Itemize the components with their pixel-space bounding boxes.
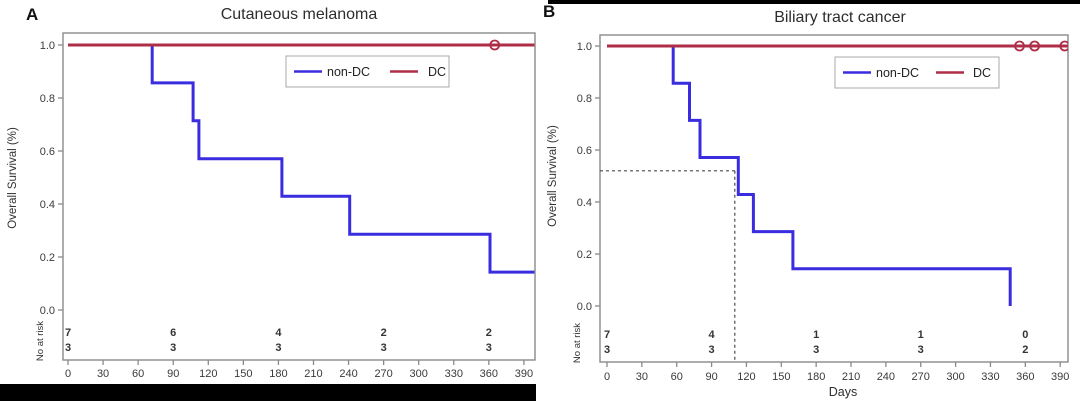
pa-risk-count-non-dc: 2	[486, 327, 492, 339]
pb-xtick-label: 210	[842, 371, 860, 383]
pb-ytick-label: 0.0	[577, 301, 592, 313]
panel-b-legend: non-DC DC	[834, 56, 1000, 89]
pa-xtick-label: 120	[199, 368, 217, 380]
panel-a-title: Cutaneous melanoma	[221, 6, 378, 23]
pb-ytick-label: 0.8	[577, 93, 592, 105]
legend-label-non-dc: non-DC	[876, 66, 919, 80]
pa-ytick-label: 0.2	[40, 252, 55, 264]
panel-a-label: A	[26, 5, 38, 24]
pb-ytick-label: 0.2	[577, 249, 592, 261]
pb-risk-count-dc: 3	[709, 344, 715, 356]
pb-risk-count-non-dc: 0	[1022, 329, 1028, 341]
panel-b-label: B	[543, 2, 555, 21]
pb-ytick-label: 0.4	[577, 197, 592, 209]
pa-xtick-label: 240	[339, 368, 357, 380]
pa-ytick-label: 0.4	[40, 199, 55, 211]
pb-xtick-label: 30	[636, 371, 648, 383]
pb-xtick-label: 300	[946, 371, 964, 383]
pa-xtick-label: 150	[234, 368, 252, 380]
panel-a-legend: non-DC DC	[285, 55, 450, 88]
pa-xtick-label: 30	[97, 368, 109, 380]
panel-a-ylabel: Overall Survival (%)	[7, 127, 19, 229]
pb-xtick-label: 180	[807, 371, 825, 383]
pa-risk-count-non-dc: 7	[65, 327, 71, 339]
pb-ytick-label: 1.0	[577, 41, 592, 53]
pb-risk-count-dc: 3	[918, 344, 924, 356]
pa-risk-count-non-dc: 6	[170, 327, 176, 339]
pb-risk-count-non-dc: 1	[813, 329, 819, 341]
pa-risk-count-dc: 3	[65, 342, 71, 354]
panel-b: 0 30 60 90 120 150 180 210 240 270 300 330 360 3901.0…	[577, 34, 1069, 383]
pb-risk-count-dc: 3	[604, 344, 610, 356]
redaction-bar-top-right	[548, 0, 1080, 4]
pa-ytick-label: 1.0	[40, 40, 55, 52]
redaction-bar-bottom-left	[0, 384, 536, 401]
pa-xtick-label: 90	[167, 368, 179, 380]
pa-risk-count-non-dc: 2	[381, 327, 387, 339]
pa-xtick-label: 390	[515, 368, 533, 380]
pb-plot-frame	[599, 34, 1069, 363]
pa-risk-count-dc: 3	[170, 342, 176, 354]
pa-ytick-label: 0.8	[40, 93, 55, 105]
pb-xtick-label: 120	[737, 371, 755, 383]
pb-risk-count-non-dc: 1	[918, 329, 924, 341]
pa-xtick-label: 0	[65, 368, 71, 380]
pb-xtick-label: 390	[1051, 371, 1069, 383]
pb-risk-count-dc: 2	[1022, 344, 1028, 356]
panel-b-xlabel: Days	[829, 385, 857, 399]
pa-km-curve-non-dc	[68, 43, 535, 274]
pa-xtick-label: 270	[374, 368, 392, 380]
pa-xtick-label: 300	[410, 368, 428, 380]
legend-label-dc: DC	[428, 65, 446, 79]
pb-xtick-label: 60	[671, 371, 683, 383]
pa-xtick-label: 360	[480, 368, 498, 380]
panel-b-ylabel: Overall Survival (%)	[547, 125, 559, 227]
pa-xtick-label: 60	[132, 368, 144, 380]
pb-censor-mark-dc	[1059, 40, 1068, 52]
pb-risk-count-non-dc: 4	[709, 329, 716, 341]
pb-median-survival-line	[600, 170, 736, 362]
pb-xtick-label: 240	[877, 371, 895, 383]
pa-xtick-label: 210	[304, 368, 322, 380]
pb-ytick-label: 0.6	[577, 145, 592, 157]
pb-xtick-label: 270	[912, 371, 930, 383]
pa-ytick-label: 0.6	[40, 146, 55, 158]
panel-a: 0 30 60 90 120 150 180 210 240 270 300 330 360 390 1.0…	[40, 32, 536, 380]
pa-risk-count-non-dc: 4	[275, 327, 282, 339]
legend-label-non-dc: non-DC	[327, 65, 370, 79]
panel-a-risk-label: No at risk	[35, 321, 46, 361]
pa-risk-count-dc: 3	[275, 342, 281, 354]
pa-plot-frame	[62, 32, 536, 361]
pa-censor-mark-dc	[489, 39, 501, 51]
panel-b-risk-label: No at risk	[572, 323, 583, 363]
pa-xtick-label: 330	[445, 368, 463, 380]
pb-km-curve-non-dc	[607, 44, 1012, 306]
pa-xtick-label: 180	[269, 368, 287, 380]
pb-xtick-label: 330	[981, 371, 999, 383]
pa-risk-count-dc: 3	[381, 342, 387, 354]
pa-risk-count-dc: 3	[486, 342, 492, 354]
pb-censor-mark-dc	[1014, 40, 1025, 52]
pb-risk-count-dc: 3	[813, 344, 819, 356]
pb-xtick-label: 90	[705, 371, 717, 383]
panel-b-title: Biliary tract cancer	[774, 9, 906, 26]
legend-label-dc: DC	[973, 66, 991, 80]
pb-xtick-label: 150	[772, 371, 790, 383]
pb-censor-mark-dc	[1029, 40, 1040, 52]
pb-xtick-label: 360	[1016, 371, 1034, 383]
pb-xtick-label: 0	[604, 371, 610, 383]
pa-ytick-label: 0.0	[40, 305, 55, 317]
pb-risk-count-non-dc: 7	[604, 329, 610, 341]
